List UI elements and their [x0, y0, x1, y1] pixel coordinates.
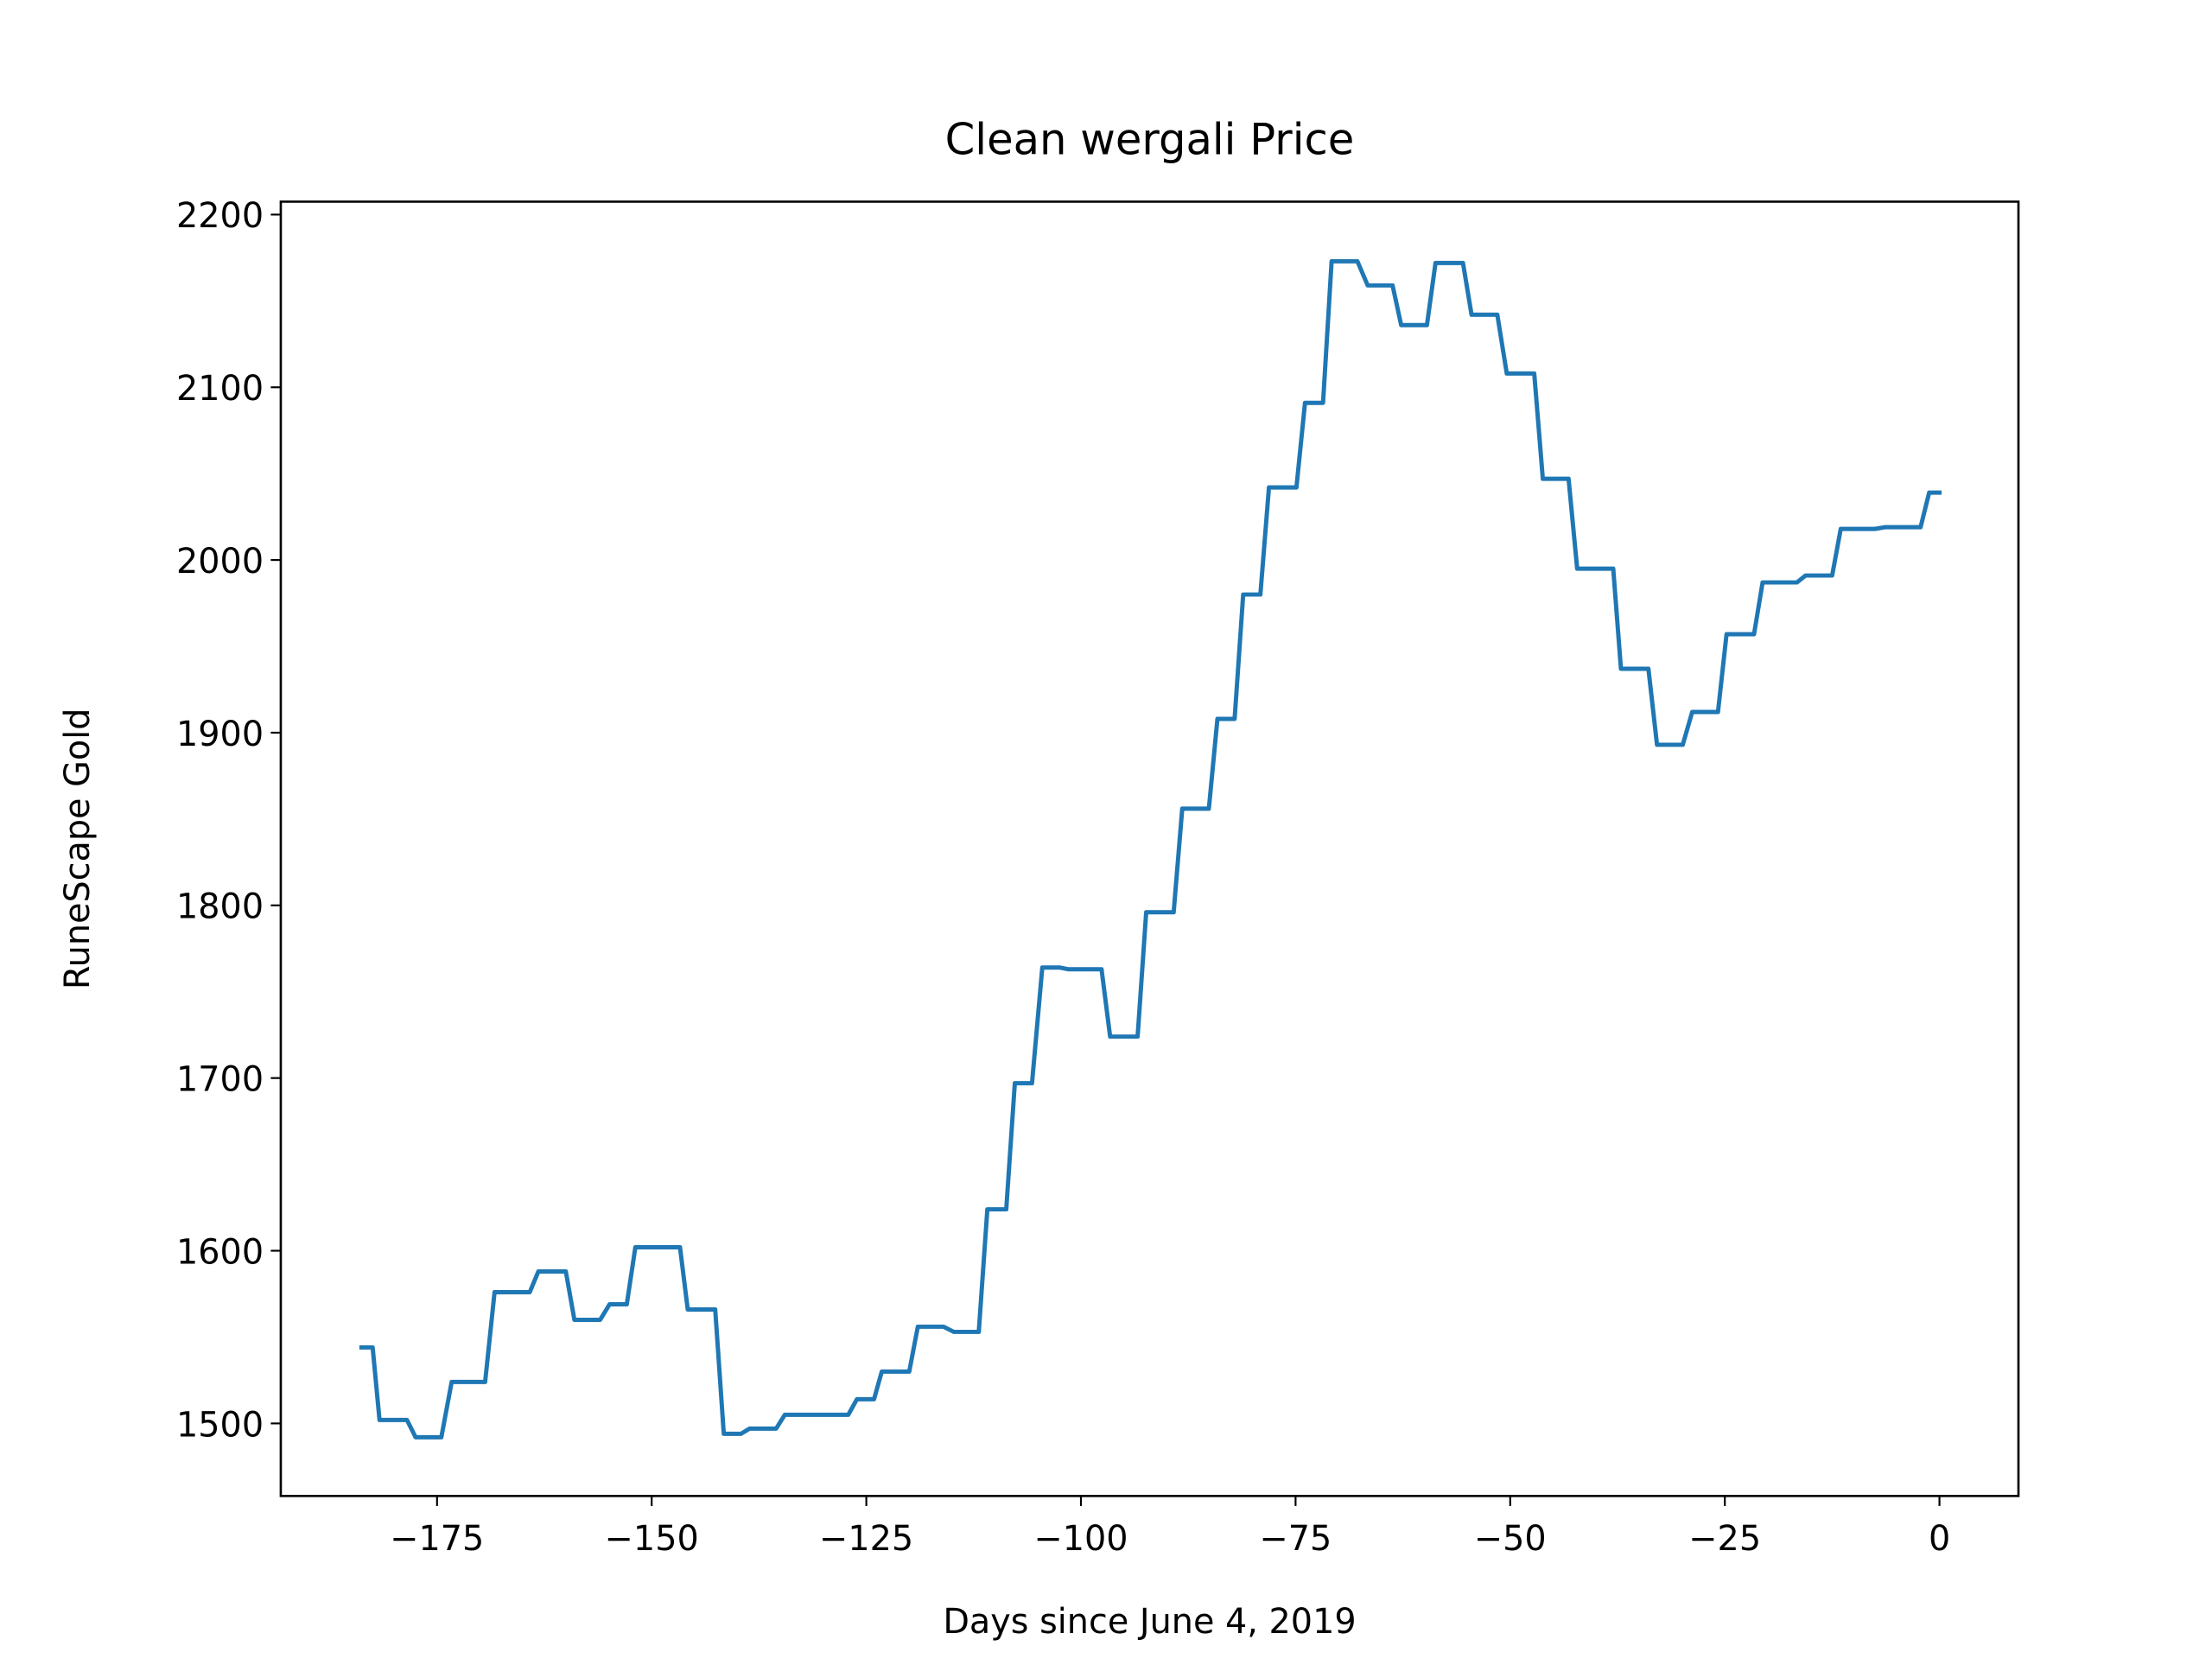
y-tick-label: 2100: [176, 369, 264, 409]
y-axis-label: RuneScape Gold: [58, 709, 98, 990]
x-axis-label: Days since June 4, 2019: [943, 1602, 1356, 1642]
y-tick-label: 2000: [176, 542, 264, 582]
x-tick-label: 0: [1929, 1519, 1950, 1559]
x-tick-label: −75: [1259, 1519, 1332, 1559]
x-tick-label: −175: [390, 1519, 484, 1559]
y-tick-label: 2200: [176, 196, 264, 236]
y-tick-label: 1900: [176, 715, 264, 754]
y-tick-label: 1800: [176, 887, 264, 927]
x-tick-label: −25: [1688, 1519, 1761, 1559]
x-tick-label: −100: [1033, 1519, 1128, 1559]
plot-frame: [279, 200, 2020, 1497]
y-tick-label: 1500: [176, 1405, 264, 1445]
y-tick-label: 1700: [176, 1060, 264, 1100]
x-tick-label: −125: [819, 1519, 913, 1559]
x-tick-label: −50: [1474, 1519, 1547, 1559]
line-series: [359, 258, 1942, 1440]
y-tick-label: 1600: [176, 1232, 264, 1272]
chart-title: Clean wergali Price: [945, 115, 1355, 165]
x-tick-label: −150: [605, 1519, 699, 1559]
